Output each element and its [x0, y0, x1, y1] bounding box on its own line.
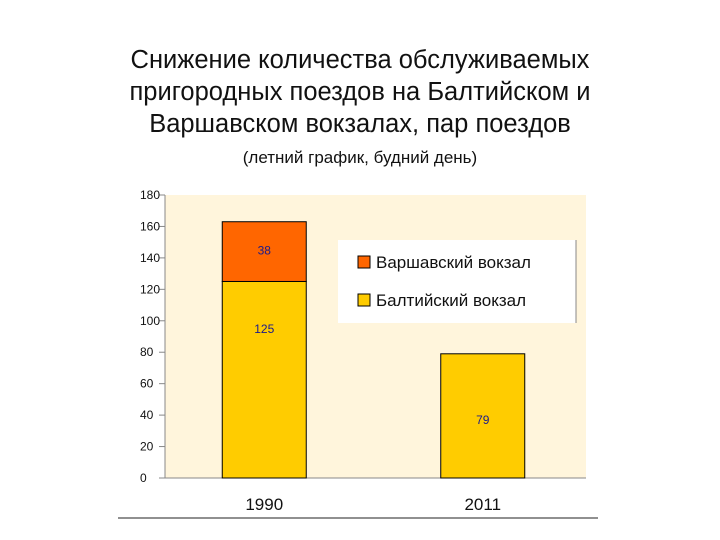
- x-tick-label: 1990: [245, 495, 283, 514]
- data-label: 125: [254, 322, 274, 336]
- data-label: 38: [258, 244, 272, 258]
- y-tick-label: 160: [140, 219, 160, 233]
- legend-entry: Варшавский вокзал: [376, 253, 531, 272]
- y-tick-label: 140: [140, 251, 160, 265]
- plot-area: 0 20 40 60 80 100 120 140 160 180 125 38 1990 79 2011: [118, 188, 598, 519]
- y-tick-label: 0: [140, 471, 147, 485]
- chart-title-line: Варшавском вокзалах, пар поездов: [149, 110, 571, 138]
- y-tick-label: 120: [140, 282, 160, 296]
- x-tick-label: 2011: [464, 495, 501, 514]
- y-tick-label: 20: [140, 440, 154, 454]
- legend-entry: Балтийский вокзал: [376, 291, 526, 310]
- y-tick-label: 100: [140, 314, 160, 328]
- chart-title: Снижение количества обслуживаемых пригор…: [60, 44, 660, 140]
- y-tick-label: 60: [140, 377, 154, 391]
- y-tick-label: 80: [140, 345, 154, 359]
- bar-1990-0: [221, 280, 307, 479]
- legend: Варшавский вокзал Балтийский вокзал: [338, 240, 577, 323]
- y-tick-label: 180: [140, 188, 160, 202]
- legend-swatch: [357, 255, 371, 269]
- chart-title-line: Снижение количества обслуживаемых: [130, 46, 590, 74]
- y-tick-label: 40: [140, 408, 154, 422]
- bar-1990-1: [221, 221, 307, 282]
- data-label: 79: [476, 413, 490, 427]
- chart-title-line: пригородных поездов на Балтийском и: [129, 78, 591, 106]
- legend-box: [338, 240, 576, 323]
- bar-2011-0: [440, 353, 526, 479]
- chart-subtitle: (летний график, будний день): [242, 148, 478, 167]
- legend-swatch: [357, 293, 371, 307]
